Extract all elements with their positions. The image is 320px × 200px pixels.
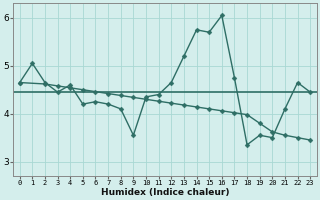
X-axis label: Humidex (Indice chaleur): Humidex (Indice chaleur) [101,188,229,197]
